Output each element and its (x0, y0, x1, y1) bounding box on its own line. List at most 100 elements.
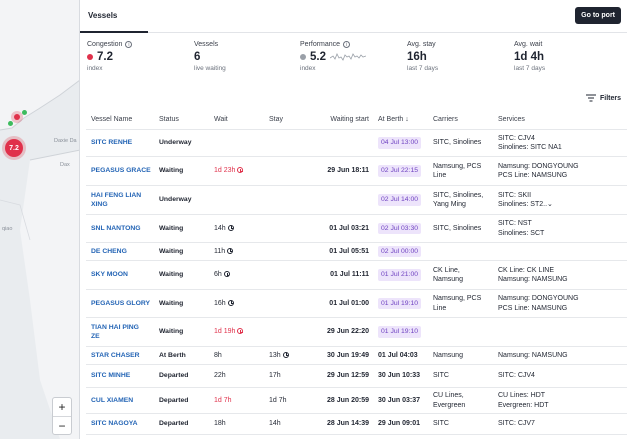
wait-cell: 6h (209, 270, 264, 280)
at-berth-value: 02 Jul 00:00 (378, 245, 422, 258)
column-header-waiting-start[interactable]: Waiting start (330, 115, 369, 123)
vessel-name-cell[interactable]: PEGASUS GRACE (86, 166, 154, 176)
congestion-cluster-marker[interactable]: 7.2 (2, 136, 26, 160)
column-header-services[interactable]: Services (498, 115, 525, 123)
zoom-out-button[interactable]: − (53, 416, 71, 434)
metric-sub: index (300, 65, 316, 72)
at-berth-cell: 02 Jul 03:30 (373, 222, 428, 235)
vessel-status: Waiting (159, 328, 184, 336)
at-berth-value: 01 Jul 19:10 (378, 326, 422, 338)
column-header-stay[interactable]: Stay (269, 115, 284, 123)
services-cell: CU Lines: HDT Evergreen: HDT (493, 391, 627, 410)
table-row[interactable]: PEGASUS GLORY Waiting 16h 01 Jul 01:00 01 Ju… (86, 290, 627, 318)
at-berth-cell: 01 Jul 19:10 (373, 297, 428, 310)
table-row[interactable]: SITC MINHE Departed 22h 17h 29 Jun 12:59 30 J… (86, 365, 627, 388)
metric-congestion: Congestion i 7.2 index (87, 41, 133, 72)
vessel-name-cell[interactable]: TIAN HAI PING ZE (86, 323, 154, 342)
waiting-start-cell: 28 Jun 20:59 (319, 396, 373, 406)
vessel-marker[interactable] (22, 110, 27, 115)
table-row[interactable]: SKY MOON Waiting 6h 01 Jul 11:11 01 Jul 21:0… (86, 261, 627, 290)
carrier-text: Yang Ming (433, 201, 466, 208)
metric-label: Avg. stay (407, 41, 436, 48)
at-berth-cell: 02 Jul 22:15 (373, 165, 428, 177)
top-bar: Vessels Go to port (80, 0, 627, 33)
clock-icon (237, 167, 244, 174)
table-row[interactable]: SITC RENHE Underway 04 Jul 13:00 SITC, Sino… (86, 130, 627, 157)
table-row[interactable]: PEGASUS GRACE Waiting 1d 23h 29 Jun 18:11 02… (86, 157, 627, 186)
vessel-name-link: ZE (91, 333, 100, 340)
map-panel[interactable]: Daxie Da Dax qiao 7.2 + − || (0, 0, 80, 439)
vessel-status: Waiting (159, 271, 184, 279)
column-header-status[interactable]: Status (159, 115, 179, 123)
info-icon[interactable]: i (343, 41, 351, 48)
column-header-carriers[interactable]: Carriers (433, 115, 458, 123)
clock-icon (227, 299, 234, 306)
table-row[interactable]: HAI FENG LIAN XING Underway 02 Jul 14:00 SIT… (86, 186, 627, 215)
vessel-status: Departed (159, 372, 189, 380)
column-header-at-berth[interactable]: At Berth ↓ (373, 115, 428, 125)
column-header-vessel-name[interactable]: Vessel Name (91, 115, 133, 123)
zoom-in-button[interactable]: + (58, 400, 66, 414)
table-row[interactable]: SNL NANTONG Waiting 14h 01 Jul 03:21 02 Jul … (86, 215, 627, 243)
carrier-text: Evergreen (433, 401, 466, 409)
at-berth-cell: 02 Jul 14:00 (373, 194, 428, 206)
vessel-name-cell[interactable]: PEGASUS GLORY (86, 299, 154, 309)
vessel-name-cell[interactable]: HAI FENG LIAN XING (86, 191, 154, 210)
table-row[interactable]: TIAN HAI PING ZE Waiting 1d 19h 29 Jun 22:20… (86, 318, 627, 347)
table-row[interactable]: STAR CHASER At Berth 8h 13h 30 Jun 19:49 01 J… (86, 347, 627, 365)
service-text: SITC: SKII (498, 191, 532, 199)
table-row[interactable]: DE CHENG Waiting 11h 01 Jul 05:51 02 Jul 00:… (86, 243, 627, 261)
vessel-name-cell[interactable]: SITC MINHE (86, 371, 154, 381)
stay-cell: 1d 7h (264, 396, 319, 406)
services-cell: SITC: CJV7 (493, 419, 627, 429)
carriers-cell: SITC, Sinolines, Yang Ming (428, 191, 493, 210)
go-to-port-button[interactable]: Go to port (575, 7, 621, 24)
wait-cell: 1d 7h (209, 396, 264, 406)
status-cell: Waiting (154, 299, 209, 309)
column-header-label: At Berth (378, 115, 404, 123)
vessel-name-cell[interactable]: SITC RENHE (86, 138, 154, 148)
vessel-marker[interactable] (8, 121, 13, 126)
services-cell: SITC: SKII Sinolines: ST2..⌄ (493, 191, 627, 210)
service-text: SITC: CJV4 (498, 372, 535, 380)
info-icon[interactable]: i (125, 41, 133, 48)
filters-label: Filters (599, 94, 621, 102)
vessel-name-cell[interactable]: DE CHENG (86, 247, 154, 257)
at-berth-value: 29 Jun 09:01 (378, 420, 421, 428)
metric-value: 1d 4h (514, 51, 545, 63)
vessel-name-cell[interactable]: SNL NANTONG (86, 224, 154, 234)
waiting-start-value: 01 Jul 11:11 (330, 271, 369, 279)
filters-button[interactable]: Filters (585, 94, 621, 102)
waiting-start-cell: 01 Jul 01:00 (319, 299, 373, 309)
table-row[interactable]: SITC NAGOYA Departed 18h 14h 28 Jun 14:39 29 … (86, 414, 627, 435)
wait-value: 16h (214, 299, 226, 307)
vessel-name-cell[interactable]: SKY MOON (86, 270, 154, 280)
waiting-start-cell: 29 Jun 18:11 (319, 166, 373, 176)
carrier-text: Namsung (433, 351, 463, 359)
performance-sparkline (330, 53, 366, 61)
service-text: Sinolines: SITC NA1 (498, 144, 562, 151)
status-cell: Waiting (154, 166, 209, 176)
at-berth-value: 04 Jul 13:00 (378, 137, 422, 149)
vessel-marker[interactable] (14, 114, 20, 120)
vessel-name-link: STAR CHASER (91, 351, 140, 359)
service-text: CU Lines: HDT (498, 392, 546, 399)
vessel-name-link: DE CHENG (91, 247, 127, 255)
at-berth-value: 01 Jul 04:03 (378, 351, 418, 359)
vessel-name-link: CUL XIAMEN (91, 396, 134, 404)
column-header-wait[interactable]: Wait (214, 115, 228, 123)
vessel-status: Waiting (159, 224, 184, 232)
vessel-name-cell[interactable]: SITC NAGOYA (86, 419, 154, 429)
stay-cell: 14h (264, 419, 319, 429)
metric-avg-wait: Avg. wait 1d 4h last 7 days (514, 41, 545, 72)
carrier-text: CU Lines, (433, 392, 464, 399)
waiting-start-cell: 30 Jun 19:49 (319, 351, 373, 361)
vessel-name-cell[interactable]: STAR CHASER (86, 351, 154, 361)
metric-performance: Performance i 5.2 index (300, 41, 366, 72)
map-label: Dax (60, 162, 70, 168)
vessel-status: Departed (159, 420, 189, 428)
tab-vessels[interactable]: Vessels (88, 11, 118, 20)
waiting-start-value: 28 Jun 14:39 (326, 420, 369, 428)
table-row[interactable]: CUL XIAMEN Departed 1d 7h 1d 7h 28 Jun 20:59… (86, 388, 627, 414)
vessel-name-cell[interactable]: CUL XIAMEN (86, 396, 154, 406)
